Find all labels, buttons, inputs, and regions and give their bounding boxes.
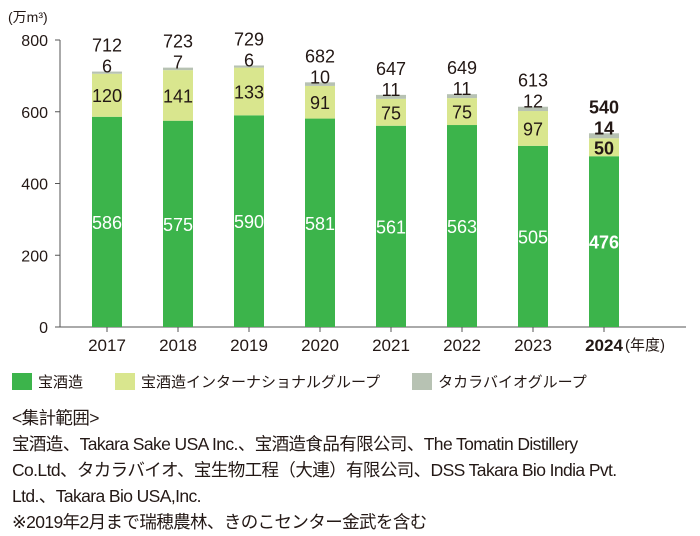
data-label-takara-shuzo: 563	[447, 217, 477, 237]
stacked-bar-chart: (万m³)02004006008005861206712201757514177…	[8, 9, 686, 355]
bar-segment-2-2023	[518, 111, 548, 146]
data-label-international: 75	[452, 103, 472, 123]
data-label-takara-bio: 11	[382, 80, 401, 100]
bar-segment-2-2021	[376, 98, 406, 126]
legend-swatch	[12, 373, 32, 390]
x-tick-label: 2017	[88, 336, 126, 355]
legend-item-takara-shuzo: 宝酒造	[12, 371, 83, 392]
data-label-total: 729	[234, 29, 264, 49]
data-label-total: 613	[518, 71, 548, 91]
x-tick-label: 2019	[230, 336, 268, 355]
data-label-international: 120	[92, 86, 122, 106]
data-label-takara-bio: 6	[102, 57, 112, 77]
x-axis-unit-label: (年度)	[625, 337, 665, 354]
bar-segment-1-2022	[447, 125, 477, 328]
data-label-total: 647	[376, 59, 406, 79]
data-label-takara-shuzo: 505	[518, 227, 548, 247]
legend-label: タカラバイオグループ	[438, 374, 587, 391]
data-label-takara-shuzo: 590	[234, 212, 264, 232]
data-label-takara-bio: 6	[244, 50, 254, 70]
bar-segment-1-2021	[376, 125, 406, 328]
bar-segment-3-2024	[589, 133, 619, 139]
notes-line: 宝酒造、Takara Sake USA Inc.、宝酒造食品有限公司、The T…	[12, 434, 578, 454]
bar-segment-2-2018	[163, 70, 193, 121]
y-tick-label: 800	[21, 33, 48, 50]
legend-item-international: 宝酒造インターナショナルグループ	[115, 371, 380, 392]
data-label-international: 75	[381, 103, 401, 123]
data-label-total: 649	[447, 58, 477, 78]
x-tick-label: 2021	[372, 336, 410, 355]
x-tick-label: 2018	[159, 336, 197, 355]
data-label-takara-shuzo: 575	[163, 215, 193, 235]
bar-segment-2-2020	[305, 85, 335, 119]
data-label-total: 712	[92, 36, 122, 56]
data-label-international: 91	[310, 93, 330, 113]
data-label-takara-bio: 14	[594, 118, 614, 138]
bar-segment-2-2024	[589, 138, 619, 157]
x-tick-label: 2023	[514, 336, 552, 355]
bar-segment-3-2019	[234, 65, 264, 68]
bar-segment-3-2017	[92, 71, 122, 74]
legend-label: 宝酒造	[38, 374, 84, 391]
legend-item-takara-bio: タカラバイオグループ	[412, 371, 587, 392]
legend-label: 宝酒造インターナショナルグループ	[141, 374, 381, 391]
data-label-takara-bio: 12	[523, 92, 543, 112]
notes-line: Ltd.、Takara Bio USA,Inc.	[12, 486, 201, 506]
y-tick-label: 600	[21, 105, 48, 122]
data-label-total: 723	[163, 32, 193, 52]
y-tick-label: 200	[21, 248, 48, 265]
data-label-takara-bio: 7	[173, 53, 183, 73]
data-label-international: 50	[594, 138, 614, 158]
data-label-international: 133	[234, 82, 264, 102]
legend-swatch	[115, 373, 136, 390]
bar-segment-3-2021	[376, 94, 406, 99]
data-label-international: 97	[523, 119, 543, 139]
x-tick-label: 2024	[585, 336, 623, 355]
y-axis-label: (万m³)	[8, 9, 48, 25]
bar-segment-3-2022	[447, 94, 477, 99]
data-label-takara-shuzo: 476	[589, 233, 619, 253]
data-label-takara-bio: 10	[310, 67, 330, 87]
bar-segment-1-2024	[589, 156, 619, 327]
bar-segment-1-2020	[305, 118, 335, 327]
notes-line: Co.Ltd、タカラバイオ、宝生物工程（大連）有限公司、DSS Takara B…	[12, 460, 617, 480]
y-tick-label: 400	[21, 177, 48, 194]
y-tick-label: 0	[39, 320, 48, 337]
bar-segment-2-2019	[234, 67, 264, 116]
bar-segment-1-2023	[518, 145, 548, 327]
data-label-takara-bio: 11	[453, 79, 472, 99]
data-label-international: 141	[163, 86, 193, 106]
footnote: ※2019年2月まで瑞穂農林、きのこセンター金武を含む	[12, 512, 427, 532]
notes-heading: <集計範囲>	[12, 408, 99, 428]
scope-notes: <集計範囲> 宝酒造、Takara Sake USA Inc.、宝酒造食品有限公…	[12, 405, 617, 535]
bar-segment-3-2023	[518, 106, 548, 112]
x-tick-label: 2020	[301, 336, 339, 355]
legend-swatch	[412, 373, 433, 390]
bar-segment-1-2017	[92, 116, 122, 328]
bar-segment-2-2017	[92, 73, 122, 117]
data-label-total: 682	[305, 46, 335, 66]
bar-segment-3-2020	[305, 82, 335, 86]
data-label-takara-shuzo: 561	[376, 217, 406, 237]
data-label-takara-shuzo: 581	[305, 214, 335, 234]
data-label-total: 540	[589, 97, 619, 117]
data-label-takara-shuzo: 586	[92, 213, 122, 233]
bar-segment-1-2019	[234, 115, 264, 328]
legend: 宝酒造 宝酒造インターナショナルグループ タカラバイオグループ	[12, 371, 619, 392]
x-tick-label: 2022	[443, 336, 481, 355]
bar-segment-2-2022	[447, 98, 477, 126]
bar-segment-1-2018	[163, 120, 193, 327]
bar-segment-3-2018	[163, 67, 193, 71]
